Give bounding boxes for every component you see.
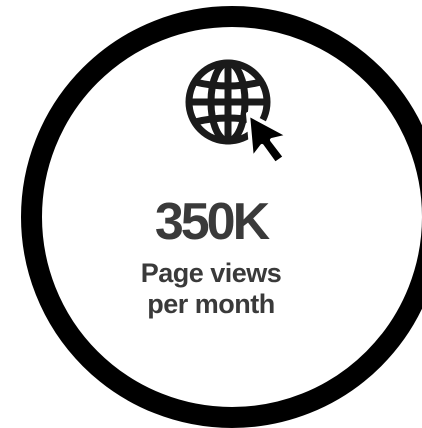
globe-cursor-icon [182, 56, 300, 166]
globe-icon [185, 59, 291, 166]
stat-value: 350K [154, 193, 270, 251]
stat-label-line2: per month [147, 289, 275, 319]
cursor-icon [246, 112, 291, 166]
stat-label: Page views per month [0, 258, 422, 320]
stat-label-line1: Page views [140, 258, 282, 288]
